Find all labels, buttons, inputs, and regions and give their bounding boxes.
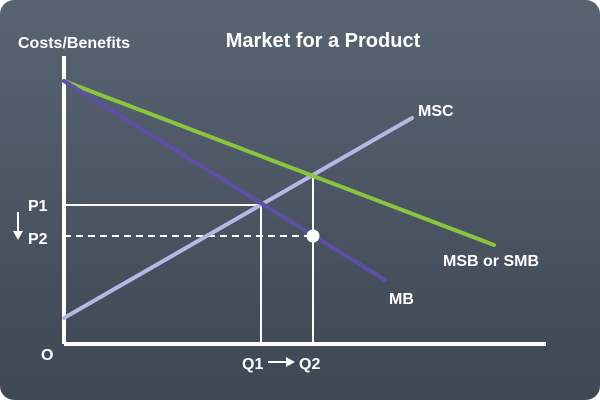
arrow-down-icon <box>13 212 23 240</box>
equilibrium-dot <box>306 229 320 243</box>
diagram-title: Market for a Product <box>226 30 421 52</box>
arrow-right-icon <box>268 357 295 367</box>
msb-curve <box>62 79 496 247</box>
q2-label: Q2 <box>299 356 320 373</box>
origin-label: O <box>41 347 53 364</box>
y-axis-label: Costs/Benefits <box>18 35 130 52</box>
q1-label: Q1 <box>242 356 263 373</box>
msb-label: MSB or SMB <box>443 253 539 270</box>
mb-curve <box>62 79 387 282</box>
msc-curve <box>62 116 414 320</box>
mb-label: MB <box>389 291 414 308</box>
msc-label: MSC <box>418 103 454 120</box>
p2-label: P2 <box>28 231 48 248</box>
p1-label: P1 <box>28 198 48 215</box>
